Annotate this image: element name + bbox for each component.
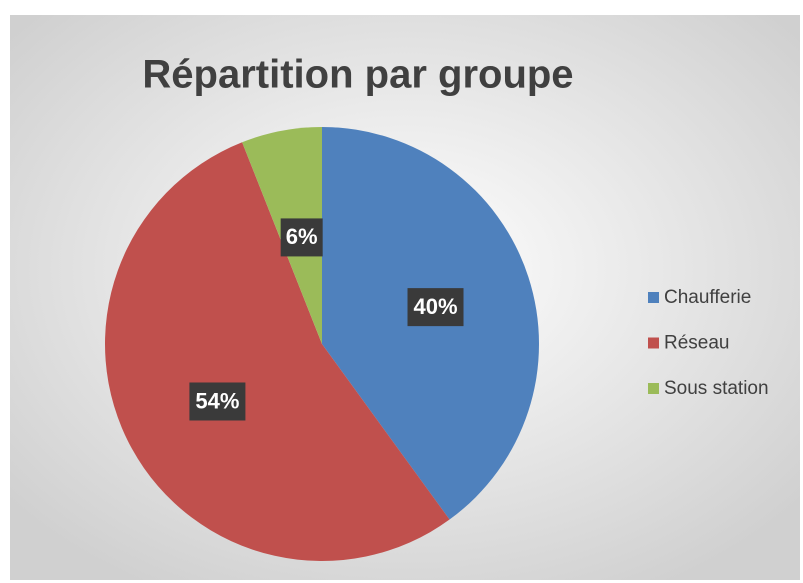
data-label-box (280, 218, 323, 257)
data-label: 40% (413, 294, 457, 319)
data-label-box (189, 382, 246, 421)
chart-title: Répartition par groupe (142, 53, 573, 97)
data-label: 6% (286, 224, 318, 249)
legend-swatch (648, 292, 659, 303)
legend-swatch (648, 337, 659, 349)
pie-slice (104, 142, 450, 561)
legend-label: Chaufferie (664, 287, 751, 308)
legend-swatch (648, 383, 659, 394)
data-label: 54% (195, 388, 239, 413)
legend-label: Réseau (664, 333, 730, 354)
data-label-box (407, 288, 464, 327)
legend-label: Sous station (664, 378, 769, 399)
